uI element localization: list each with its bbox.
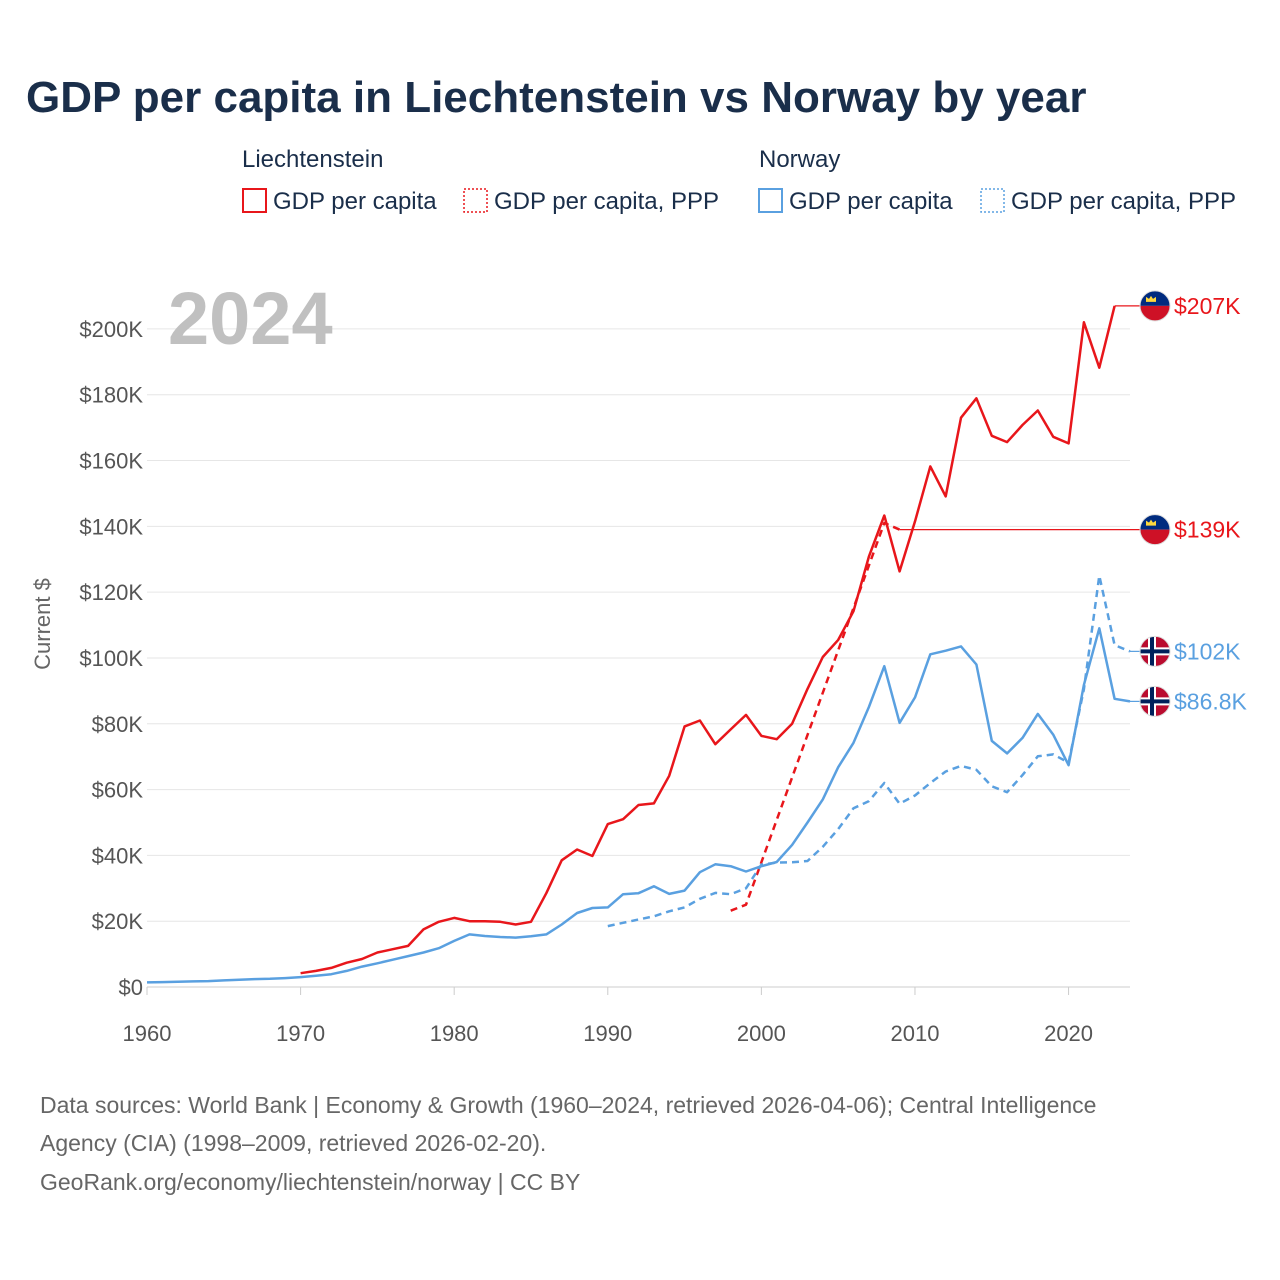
- y-tick-label: $160K: [79, 449, 143, 474]
- legend-label-norway-gdp: GDP per capita: [789, 188, 953, 215]
- legend-group-norway: Norway: [759, 146, 840, 173]
- legend-label-liechtenstein-ppp: GDP per capita, PPP: [494, 188, 719, 215]
- y-tick-label: $140K: [79, 514, 143, 539]
- y-tick-label: $40K: [92, 843, 144, 868]
- y-tick-label: $0: [119, 975, 143, 1000]
- end-label-0: $207K: [1174, 293, 1241, 319]
- legend-swatch-liechtenstein-gdp: [242, 188, 267, 213]
- x-tick-label: 2020: [1044, 1021, 1093, 1046]
- series-line-2: [146, 627, 1131, 984]
- y-tick-label: $120K: [79, 580, 143, 605]
- source-line-2: Agency (CIA) (1998–2009, retrieved 2026-…: [40, 1130, 546, 1156]
- series-line-3: [607, 574, 1131, 928]
- legend-swatch-norway-ppp: [980, 188, 1005, 213]
- series-lines: [146, 305, 1131, 984]
- legend-swatch-norway-gdp: [758, 188, 783, 213]
- liechtenstein-flag-icon: [1139, 514, 1171, 546]
- source-text: Data sources: World Bank | Economy & Gro…: [40, 1092, 1096, 1195]
- y-tick-label: $200K: [79, 317, 143, 342]
- y-axis-label: Current $: [30, 578, 55, 670]
- x-tick-label: 1960: [123, 1021, 172, 1046]
- x-tick-label: 1990: [583, 1021, 632, 1046]
- series-line-0: [300, 305, 1116, 975]
- y-axis-ticks: $0 $20K $40K $60K $80K $100K $120K $140K $160K $1…: [79, 317, 143, 1000]
- series-line-1: [730, 521, 901, 912]
- x-tick-label: 2010: [890, 1021, 939, 1046]
- y-tick-label: $60K: [92, 778, 144, 803]
- end-labels: $207K $139K $86.8K $102K: [899, 290, 1248, 717]
- liechtenstein-flag-icon: [1139, 290, 1171, 322]
- source-line-3: GeoRank.org/economy/liechtenstein/norway…: [40, 1169, 580, 1195]
- source-line-1: Data sources: World Bank | Economy & Gro…: [40, 1092, 1096, 1118]
- y-tick-label: $180K: [79, 383, 143, 408]
- legend-label-liechtenstein-gdp: GDP per capita: [273, 188, 437, 215]
- norway-flag-icon: [1139, 635, 1171, 667]
- legend-group-liechtenstein: Liechtenstein: [242, 146, 383, 173]
- year-watermark: 2024: [168, 277, 333, 360]
- y-tick-label: $80K: [92, 712, 144, 737]
- chart-title: GDP per capita in Liechtenstein vs Norwa…: [26, 73, 1086, 122]
- end-label-3: $102K: [1174, 638, 1241, 664]
- x-axis-ticks: 1960 1970 1980 1990 2000 2010 2020: [123, 987, 1093, 1046]
- legend-label-norway-ppp: GDP per capita, PPP: [1011, 188, 1236, 215]
- x-tick-label: 2000: [737, 1021, 786, 1046]
- end-label-1: $139K: [1174, 517, 1241, 543]
- norway-flag-icon: [1139, 685, 1171, 717]
- legend-swatch-liechtenstein-ppp: [463, 188, 488, 213]
- y-tick-label: $20K: [92, 909, 144, 934]
- y-tick-label: $100K: [79, 646, 143, 671]
- x-tick-label: 1970: [276, 1021, 325, 1046]
- gridlines: [147, 328, 1130, 988]
- end-label-2: $86.8K: [1174, 688, 1248, 714]
- legend: Liechtenstein GDP per capita GDP per cap…: [242, 146, 1236, 215]
- x-tick-label: 1980: [430, 1021, 479, 1046]
